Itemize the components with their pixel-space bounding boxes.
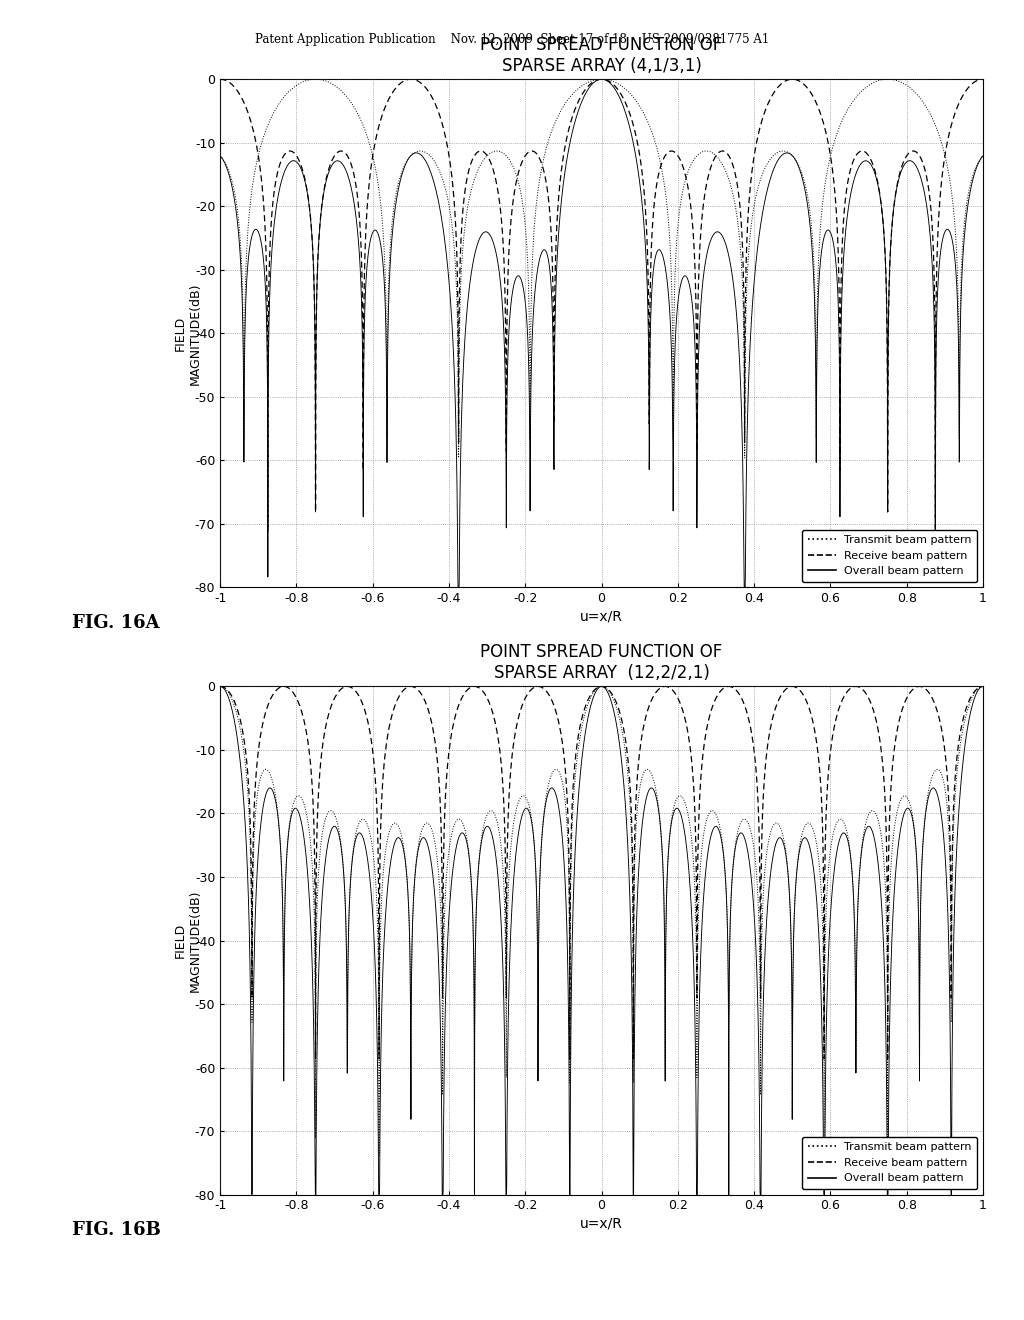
Y-axis label: FIELD
MAGNITUDE(dB): FIELD MAGNITUDE(dB) (174, 890, 202, 991)
Text: Patent Application Publication    Nov. 12, 2009  Sheet 17 of 18    US 2009/02817: Patent Application Publication Nov. 12, … (255, 33, 769, 46)
Title: POINT SPREAD FUNCTION OF
SPARSE ARRAY (4,1/3,1): POINT SPREAD FUNCTION OF SPARSE ARRAY (4… (480, 36, 723, 75)
Legend: Transmit beam pattern, Receive beam pattern, Overall beam pattern: Transmit beam pattern, Receive beam patt… (802, 529, 978, 582)
Legend: Transmit beam pattern, Receive beam pattern, Overall beam pattern: Transmit beam pattern, Receive beam patt… (802, 1137, 978, 1189)
Title: POINT SPREAD FUNCTION OF
SPARSE ARRAY  (12,2/2,1): POINT SPREAD FUNCTION OF SPARSE ARRAY (1… (480, 643, 723, 682)
X-axis label: u=x/R: u=x/R (581, 1217, 623, 1230)
Text: FIG. 16B: FIG. 16B (72, 1221, 161, 1239)
X-axis label: u=x/R: u=x/R (581, 610, 623, 623)
Text: FIG. 16A: FIG. 16A (72, 614, 160, 632)
Y-axis label: FIELD
MAGNITUDE(dB): FIELD MAGNITUDE(dB) (174, 282, 202, 384)
